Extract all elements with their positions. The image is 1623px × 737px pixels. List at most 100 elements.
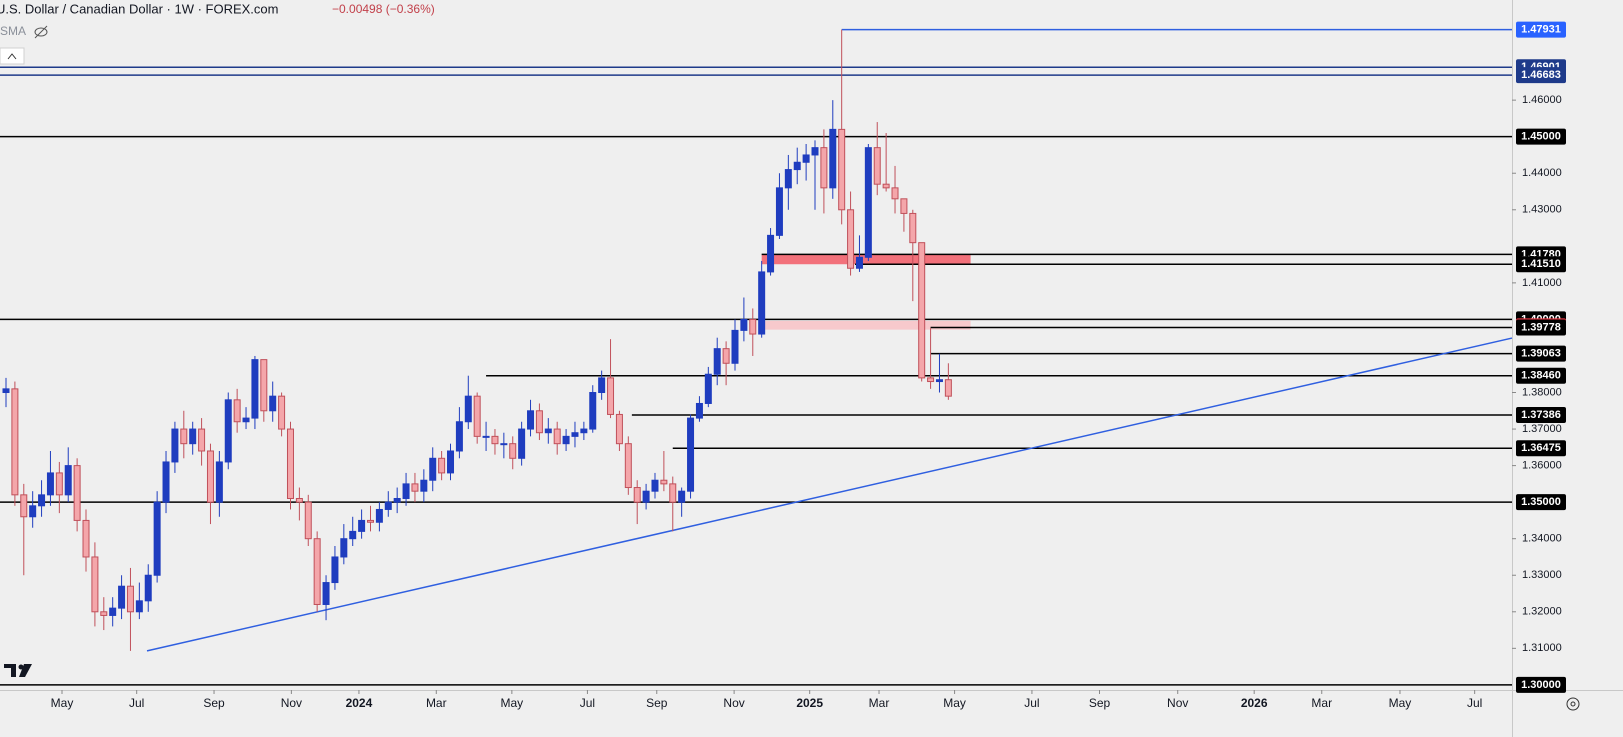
candle-body [553, 428, 561, 445]
y-tick-label: 1.41000 [1522, 277, 1562, 289]
candle-body [820, 147, 828, 189]
candle-body [775, 187, 783, 236]
candle-body [615, 413, 623, 445]
candle-body [642, 490, 650, 503]
eye-slash[interactable] [34, 25, 48, 39]
candle-body [171, 428, 179, 463]
candle-body [286, 428, 294, 499]
level-label: 1.30000 [1521, 679, 1561, 691]
level-label: 1.46683 [1521, 69, 1561, 81]
x-tick-label: May [501, 696, 524, 710]
candle-body [464, 395, 472, 423]
candle-body [233, 399, 241, 423]
candle-body [704, 373, 712, 404]
candle-body [589, 392, 597, 430]
candle-body [100, 611, 108, 616]
candle-body [811, 147, 819, 156]
candle-body [447, 450, 455, 474]
candle-body [162, 461, 170, 503]
level-label-box [1516, 67, 1566, 84]
y-tick-label: 1.38000 [1522, 386, 1562, 398]
x-tick-label: May [51, 696, 74, 710]
symbol-title: U.S. Dollar / Canadian Dollar · 1W · FOR… [0, 1, 278, 16]
price-zone [761, 254, 971, 265]
gear[interactable] [1566, 697, 1580, 711]
collapse-button[interactable] [0, 47, 25, 65]
candle-body [927, 377, 935, 383]
candle-body [349, 530, 357, 540]
candle-body [864, 147, 872, 258]
x-tick-label: Nov [281, 696, 302, 710]
candle-body [847, 209, 855, 269]
y-tick-label: 1.33000 [1522, 569, 1562, 581]
gear-center[interactable] [1570, 701, 1576, 707]
candle-body [29, 505, 37, 518]
candle-body [251, 359, 259, 419]
candle-body [198, 428, 206, 452]
candle-body [580, 428, 588, 434]
candle-body [64, 465, 72, 496]
level-label-box [1516, 494, 1566, 511]
candle-body [731, 329, 739, 364]
eye-icon[interactable] [34, 27, 48, 37]
candle-body [295, 497, 303, 503]
level-label: 1.38460 [1521, 370, 1561, 382]
x-tick-label: Jul [1024, 696, 1039, 710]
candle-body [829, 128, 837, 189]
trendline [146, 337, 1513, 652]
candle-body [384, 501, 392, 510]
candle-body [180, 428, 188, 445]
candle-body [624, 443, 632, 489]
settings-icon[interactable] [1566, 697, 1580, 711]
candle-body [784, 169, 792, 189]
candle-body [304, 501, 312, 540]
candle-body [340, 538, 348, 558]
candle-body [598, 377, 606, 394]
level-label: 1.45000 [1521, 131, 1561, 143]
candle-body [420, 479, 428, 492]
y-tick-label: 1.32000 [1522, 606, 1562, 618]
y-tick-label: 1.43000 [1522, 204, 1562, 216]
candle-body [313, 538, 321, 605]
candle-body [153, 501, 161, 576]
candle-body [473, 395, 481, 437]
candle-body [535, 410, 543, 434]
candle-body [838, 128, 846, 211]
candle-body [607, 377, 615, 415]
indicator-name: SMA [0, 24, 26, 38]
x-tick-label: May [943, 696, 966, 710]
candle-body [678, 490, 686, 503]
candle-body [722, 348, 730, 364]
candle-body [491, 435, 499, 445]
candle-body [882, 183, 890, 189]
hide-icon[interactable] [34, 25, 48, 39]
level-label: 1.39778 [1521, 321, 1561, 333]
candle-body [109, 607, 117, 616]
collapse-arrow[interactable] [7, 53, 17, 60]
candle-body [562, 435, 570, 445]
candle-body [242, 417, 250, 423]
level-label: 1.36475 [1521, 442, 1561, 454]
candle-body [366, 519, 374, 523]
candle-body [687, 417, 695, 492]
plot-area [0, 28, 1513, 686]
candle-body [46, 472, 54, 496]
level-label-box [1516, 676, 1566, 693]
candle-body [633, 487, 641, 503]
candle-body [91, 556, 99, 613]
y-tick-label: 1.31000 [1522, 642, 1562, 654]
candle-body [527, 410, 535, 430]
x-tick-label: Nov [723, 696, 744, 710]
candle-body [215, 461, 223, 503]
x-tick-label: Mar [426, 696, 447, 710]
x-tick-label: Sep [203, 696, 225, 710]
candle-body [82, 519, 90, 558]
x-tick-label: Sep [1089, 696, 1111, 710]
level-label-box [1516, 406, 1566, 423]
x-tick-label: Jul [129, 696, 144, 710]
candle-body [20, 494, 28, 518]
candle-body [260, 359, 268, 412]
candle-body [909, 212, 917, 244]
candle-body [660, 479, 668, 485]
